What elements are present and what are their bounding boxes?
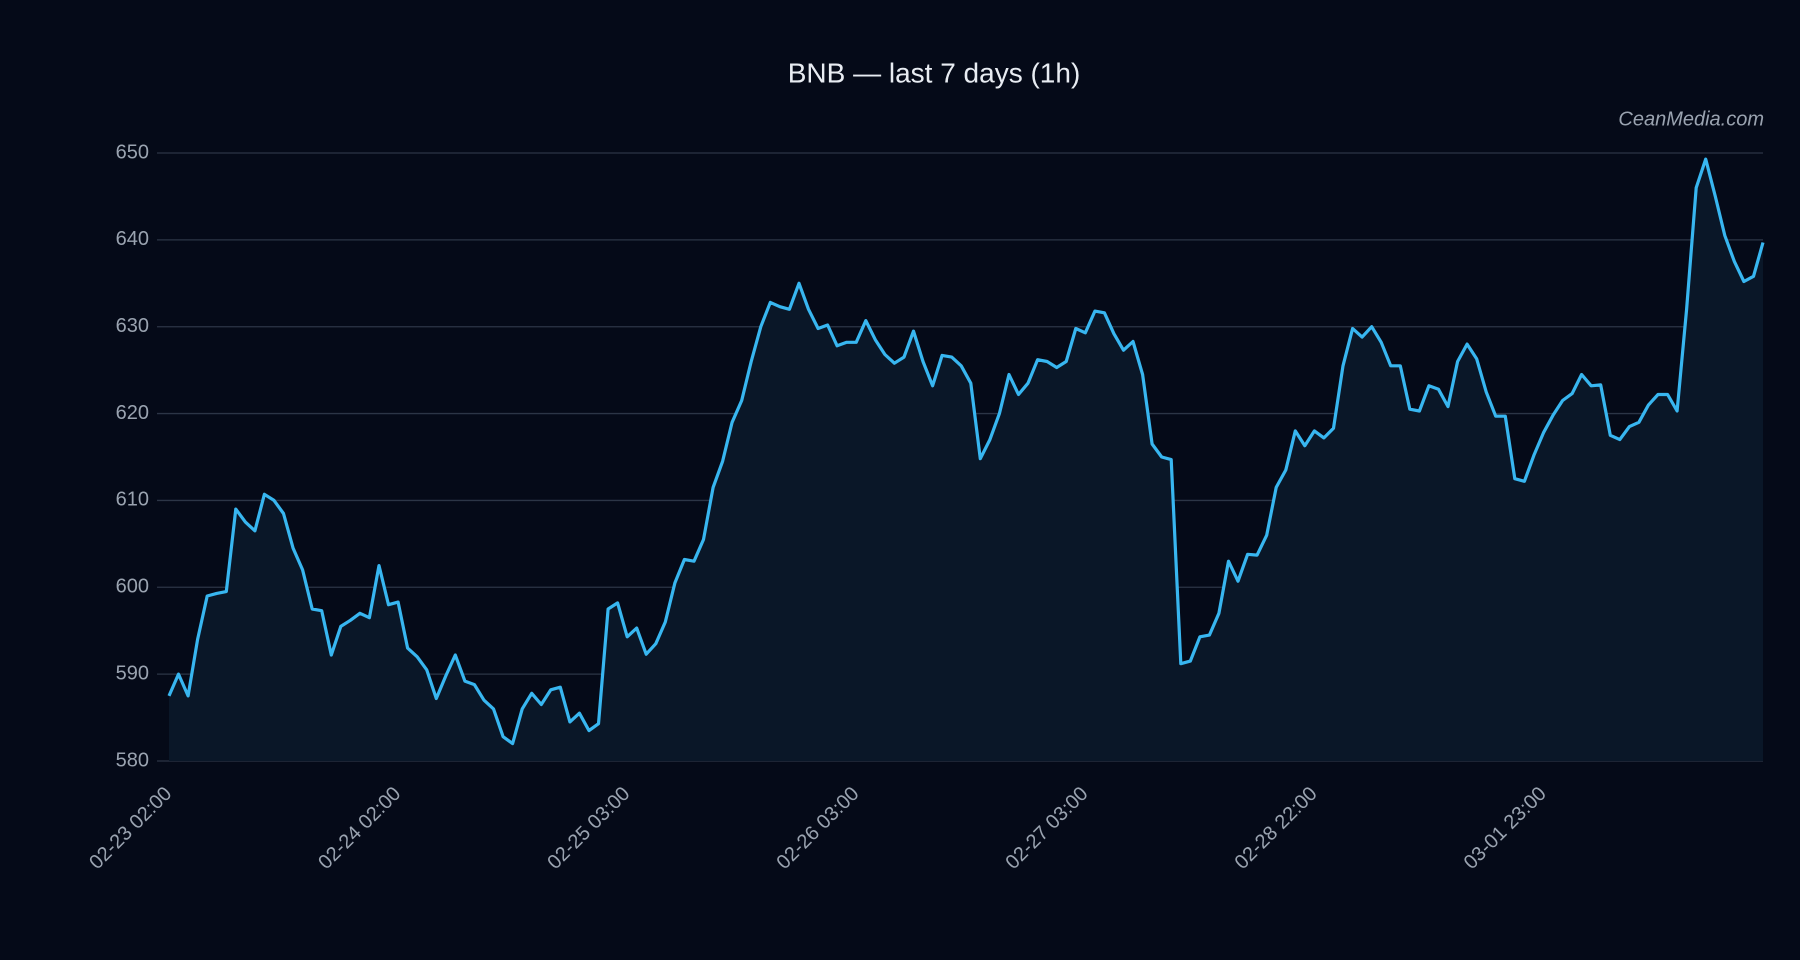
y-tick-label: 630 bbox=[116, 315, 149, 337]
y-tick-label: 620 bbox=[116, 402, 149, 424]
y-tick-label: 610 bbox=[116, 489, 149, 511]
area bbox=[169, 159, 1763, 762]
chart-title: BNB — last 7 days (1h) bbox=[788, 57, 1081, 88]
y-tick-label: 590 bbox=[116, 662, 149, 684]
y-tick-label: 640 bbox=[116, 228, 149, 250]
y-tick-label: 600 bbox=[116, 576, 149, 598]
y-tick-label: 580 bbox=[116, 749, 149, 771]
watermark: CeanMedia.com bbox=[1618, 108, 1764, 130]
y-tick-label: 650 bbox=[116, 141, 149, 163]
line bbox=[167, 157, 1765, 746]
